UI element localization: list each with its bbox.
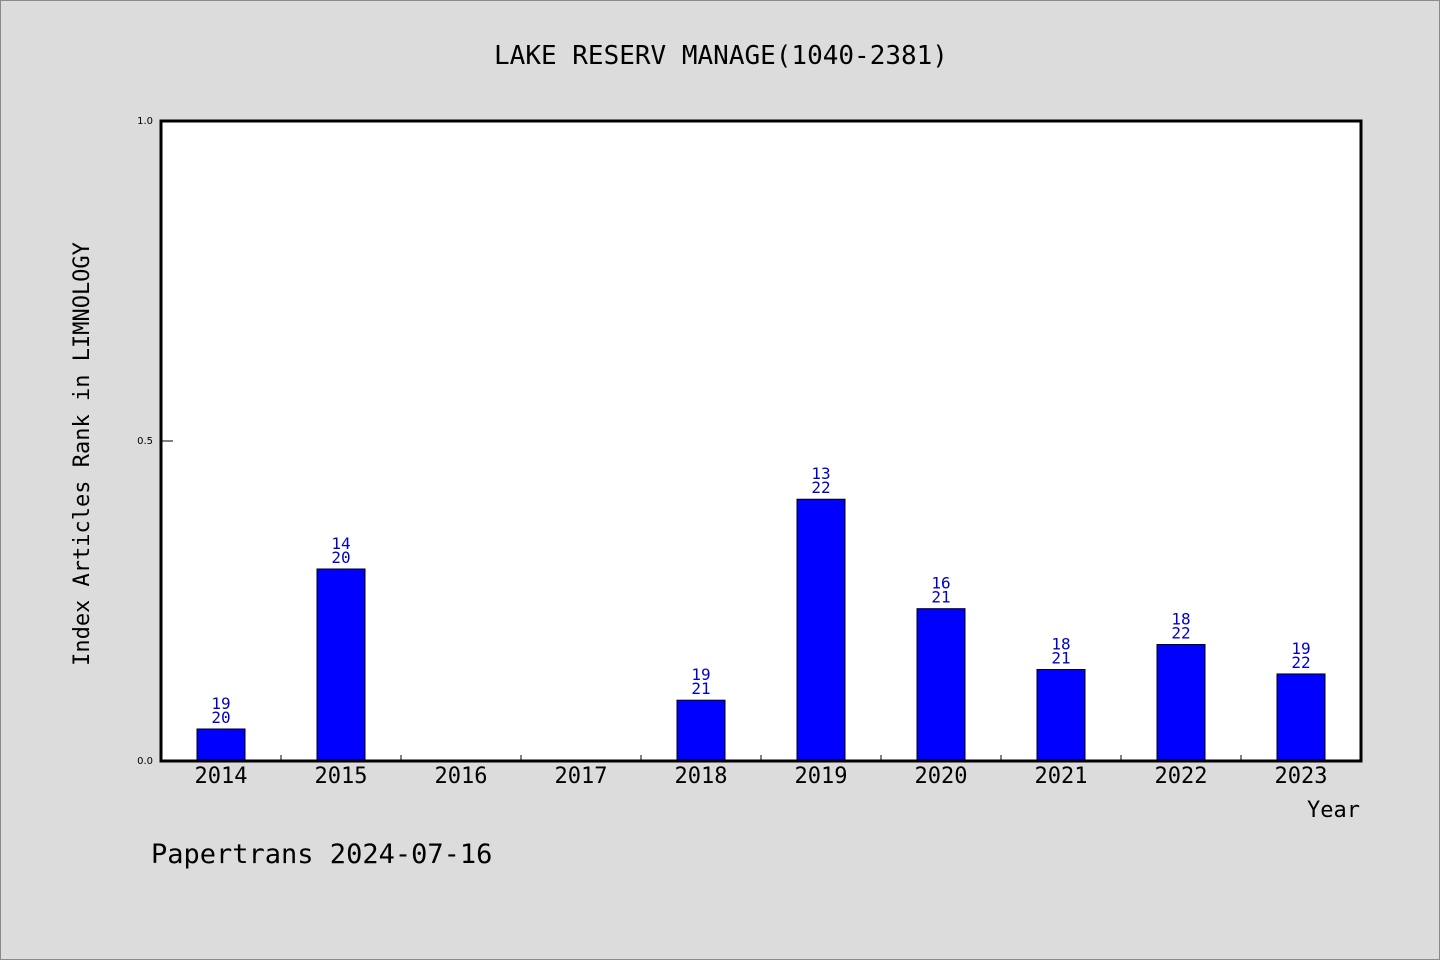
y-tick-label-0.0: 0.0 bbox=[137, 756, 153, 767]
bar-2018 bbox=[676, 699, 726, 762]
bar-2023 bbox=[1276, 673, 1326, 762]
bar-2019 bbox=[796, 498, 846, 762]
x-tick-label-2015: 2015 bbox=[315, 764, 368, 789]
bar-2022 bbox=[1156, 644, 1206, 762]
bar-label-total-2022: 22 bbox=[1171, 624, 1190, 643]
y-tick-label-1.0: 1.0 bbox=[137, 116, 153, 127]
chart-title: LAKE RESERV MANAGE(1040-2381) bbox=[494, 41, 948, 71]
x-axis-label: Year bbox=[1307, 798, 1360, 823]
bar-label-rank-2014: 19 bbox=[211, 694, 230, 713]
x-tick-label-2019: 2019 bbox=[795, 764, 848, 789]
x-tick-label-2016: 2016 bbox=[435, 764, 488, 789]
x-axis-ticks: 2014 2015 2016 2017 2018 2019 2020 2021 2022 2023 bbox=[195, 755, 1328, 789]
bar-label-rank-2023: 19 bbox=[1291, 639, 1310, 658]
bar-2014 bbox=[196, 728, 246, 762]
bar-label-total-2014: 20 bbox=[211, 708, 230, 727]
y-axis-ticks: 0.0 0.5 1.0 bbox=[137, 116, 173, 767]
x-tick-label-2018: 2018 bbox=[675, 764, 728, 789]
bar-label-total-2018: 21 bbox=[691, 679, 710, 698]
bar-label-total-2019: 22 bbox=[811, 478, 830, 497]
y-axis-label: Index Articles Rank in LIMNOLOGY bbox=[70, 242, 95, 666]
x-tick-label-2014: 2014 bbox=[195, 764, 248, 789]
bar-label-rank-2018: 19 bbox=[691, 665, 710, 684]
bar-2021 bbox=[1036, 668, 1086, 762]
bar-label-rank-2015: 14 bbox=[331, 534, 350, 553]
y-tick-label-0.5: 0.5 bbox=[137, 436, 153, 447]
bar-2015 bbox=[316, 568, 366, 762]
bar-label-total-2020: 21 bbox=[931, 588, 950, 607]
x-tick-label-2022: 2022 bbox=[1155, 764, 1208, 789]
bar-label-rank-2019: 13 bbox=[811, 464, 830, 483]
bar-2020 bbox=[916, 608, 966, 762]
bar-label-total-2023: 22 bbox=[1291, 653, 1310, 672]
x-tick-label-2021: 2021 bbox=[1035, 764, 1088, 789]
footer-credit: Papertrans 2024-07-16 bbox=[151, 839, 492, 870]
x-tick-label-2020: 2020 bbox=[915, 764, 968, 789]
x-tick-label-2023: 2023 bbox=[1275, 764, 1328, 789]
x-tick-label-2017: 2017 bbox=[555, 764, 608, 789]
bar-label-rank-2020: 16 bbox=[931, 574, 950, 593]
bar-label-rank-2021: 18 bbox=[1051, 634, 1070, 653]
bar-label-total-2021: 21 bbox=[1051, 648, 1070, 667]
bar-label-total-2015: 20 bbox=[331, 548, 350, 567]
bar-label-rank-2022: 18 bbox=[1171, 610, 1190, 629]
